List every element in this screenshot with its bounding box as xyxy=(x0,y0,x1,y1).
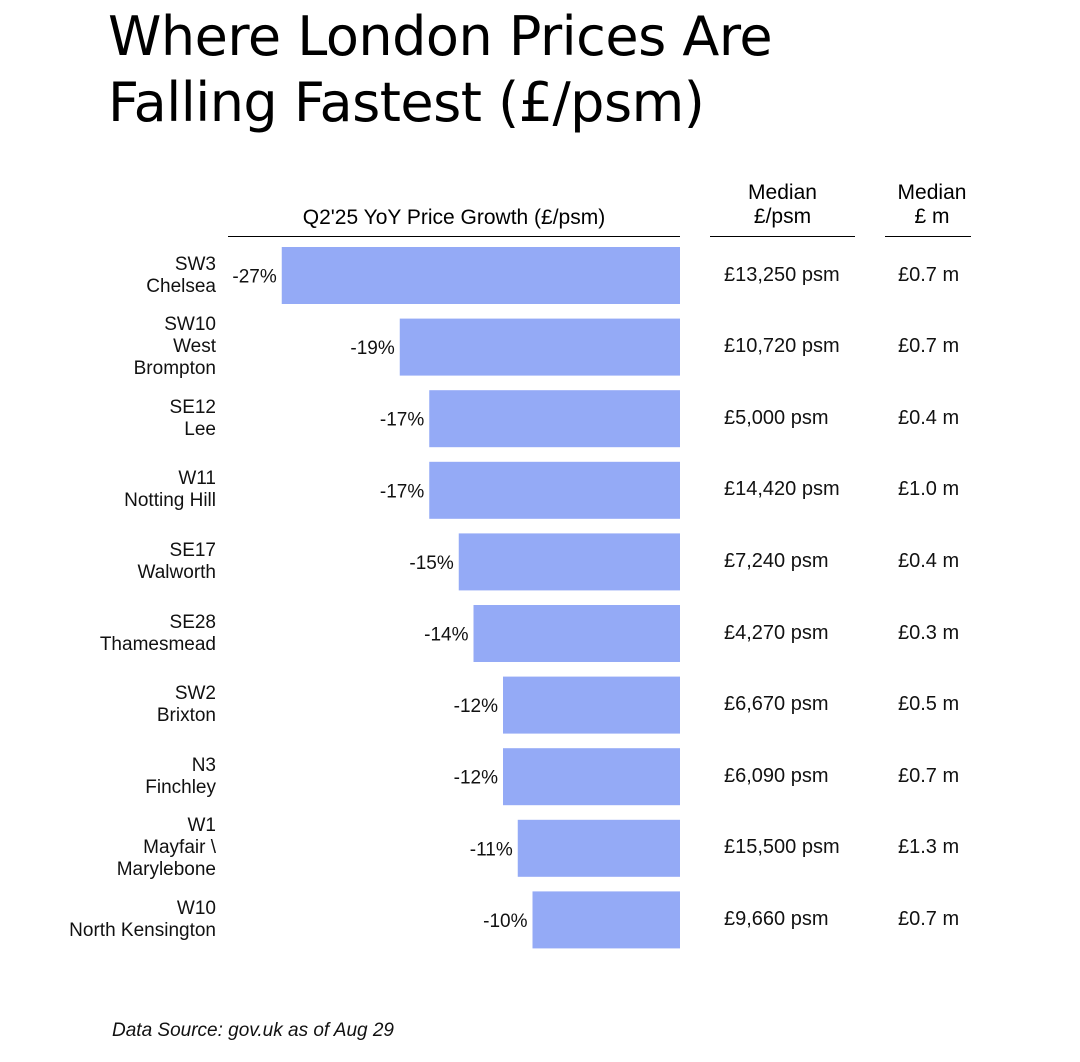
row-label: W10 North Kensington xyxy=(69,898,216,942)
area-name-label: Brixton xyxy=(156,705,216,727)
median-price-cell: £0.7 m xyxy=(898,335,960,358)
bar-n3 xyxy=(503,748,680,806)
median-psm-cell: £5,000 psm xyxy=(724,406,829,429)
median-psm-cell: £13,250 psm xyxy=(724,263,840,286)
median-price-cell: £0.4 m xyxy=(898,406,960,429)
median-psm-cell: £9,660 psm xyxy=(724,907,829,930)
area-name-label: Finchley xyxy=(145,776,216,798)
median-price-cell: £1.3 m xyxy=(898,836,960,859)
median-psm-cell: £14,420 psm xyxy=(724,478,840,501)
area-name-label: North Kensington xyxy=(69,919,216,941)
row-label: W1 Mayfair \ Marylebone xyxy=(117,815,216,881)
psm-column-rule xyxy=(710,236,855,237)
bar-value-label: -11% xyxy=(470,839,513,860)
postcode-label: W11 xyxy=(178,468,216,490)
median-price-cell: £0.4 m xyxy=(898,549,960,572)
bar-value-label: -15% xyxy=(409,553,453,574)
growth-column-rule xyxy=(228,236,680,237)
row-label: SW10 West Brompton xyxy=(134,314,216,380)
psm-column-header: Median £/psm xyxy=(710,181,855,229)
postcode-label: SE17 xyxy=(169,539,216,561)
bar-se12 xyxy=(429,390,680,448)
row-label: SE28 Thamesmead xyxy=(100,612,216,656)
bar-sw3 xyxy=(281,247,680,304)
area-name-label: Marylebone xyxy=(116,859,216,881)
bar-value-label: -10% xyxy=(483,911,527,932)
m-column-header-line-2: £ m xyxy=(914,205,950,228)
growth-column-header: Q2'25 YoY Price Growth (£/psm) xyxy=(302,206,606,229)
bar-value-label: -17% xyxy=(380,481,424,502)
median-price-cell: £0.5 m xyxy=(898,693,960,716)
area-name-label: West xyxy=(173,336,216,358)
median-psm-cell: £6,090 psm xyxy=(724,764,829,787)
median-price-cell: £0.7 m xyxy=(898,907,960,930)
postcode-label: SE28 xyxy=(169,611,216,633)
median-price-cell: £0.7 m xyxy=(898,263,960,286)
psm-column-header-line-2: £/psm xyxy=(753,205,812,228)
postcode-label: N3 xyxy=(191,754,216,776)
postcode-label: SW3 xyxy=(174,253,216,275)
median-psm-cell: £7,240 psm xyxy=(724,549,829,572)
bar-w11 xyxy=(429,461,680,519)
postcode-label: SW10 xyxy=(164,314,216,336)
bar-se17 xyxy=(458,533,680,591)
bar-value-label: -14% xyxy=(424,625,468,646)
bar-sw10 xyxy=(399,318,680,376)
chart-title: Where London Prices Are Falling Fastest … xyxy=(108,4,1008,136)
row-label: W11 Notting Hill xyxy=(124,468,216,512)
row-label: N3 Finchley xyxy=(145,755,216,799)
row-label: SE12 Lee xyxy=(170,397,216,441)
data-source-note: Data Source: gov.uk as of Aug 29 xyxy=(112,1020,395,1041)
m-column-header-line-1: Median xyxy=(897,181,967,204)
area-name-label: Chelsea xyxy=(146,275,216,297)
median-psm-cell: £6,670 psm xyxy=(724,693,829,716)
area-name-label: Lee xyxy=(184,418,216,440)
median-price-cell: £0.7 m xyxy=(898,764,960,787)
bar-value-label: -12% xyxy=(454,768,498,789)
bar-value-label: -12% xyxy=(454,696,498,717)
area-name-label: Brompton xyxy=(133,358,216,380)
bar-value-label: -17% xyxy=(380,410,424,431)
area-name-label: Thamesmead xyxy=(99,633,216,655)
postcode-label: W1 xyxy=(187,815,217,837)
chart-title-line-2: Falling Fastest (£/psm) xyxy=(108,71,705,134)
median-psm-cell: £10,720 psm xyxy=(724,335,840,358)
area-name-label: Notting Hill xyxy=(124,490,216,512)
postcode-label: SW2 xyxy=(174,683,216,705)
area-name-label: Mayfair \ xyxy=(143,837,216,859)
median-price-cell: £1.0 m xyxy=(898,478,960,501)
bar-sw2 xyxy=(503,676,680,734)
row-label: SE17 Walworth xyxy=(138,540,216,584)
area-name-label: Walworth xyxy=(137,561,216,583)
bar-w1 xyxy=(517,819,680,877)
bar-value-label: -19% xyxy=(350,338,394,359)
m-column-rule xyxy=(885,236,971,237)
median-psm-cell: £4,270 psm xyxy=(724,621,829,644)
bar-se28 xyxy=(473,605,680,662)
median-psm-cell: £15,500 psm xyxy=(724,836,840,859)
median-price-cell: £0.3 m xyxy=(898,621,960,644)
row-label: SW2 Brixton xyxy=(157,683,216,727)
chart-title-line-1: Where London Prices Are xyxy=(108,5,773,68)
bar-w10 xyxy=(532,891,680,949)
m-column-header: Median £ m xyxy=(885,181,979,229)
row-label: SW3 Chelsea xyxy=(146,254,216,298)
bar-value-label: -27% xyxy=(232,267,276,288)
psm-column-header-line-1: Median xyxy=(748,181,817,204)
postcode-label: W10 xyxy=(176,897,216,919)
postcode-label: SE12 xyxy=(169,396,216,418)
